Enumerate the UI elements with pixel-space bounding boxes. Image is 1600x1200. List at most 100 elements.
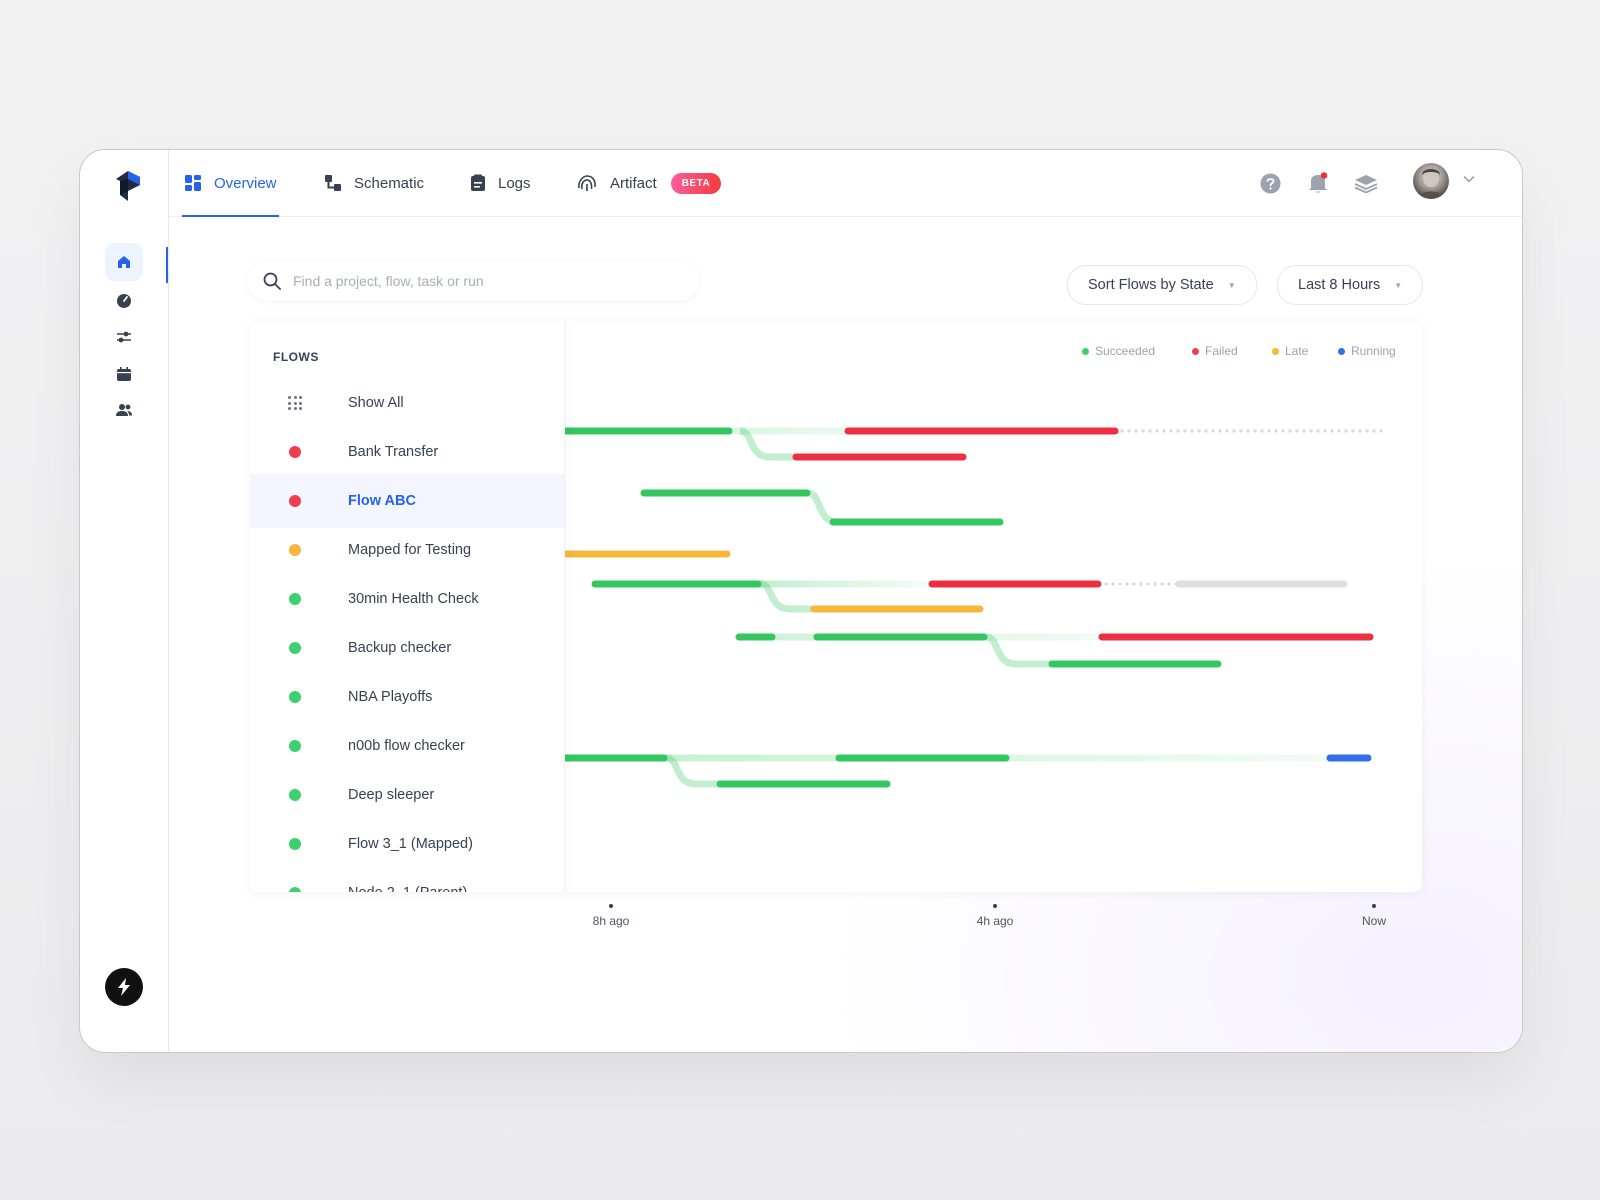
bell-icon — [1309, 172, 1328, 193]
help-button[interactable] — [1258, 171, 1282, 195]
flow-show-all[interactable]: Show All — [250, 376, 564, 430]
flow-label: NBA Playoffs — [348, 689, 433, 705]
flow-label: 30min Health Check — [348, 591, 479, 607]
schematic-icon — [325, 175, 341, 191]
rail-home[interactable] — [105, 243, 143, 281]
flow-state-dot — [289, 887, 301, 892]
legend-dot — [1082, 347, 1089, 355]
scheduled-dot — [1218, 429, 1222, 433]
flow-list-item[interactable]: n00b flow checker — [250, 719, 564, 773]
caret-down-icon: ▼ — [1394, 280, 1403, 290]
flow-state-dot — [289, 593, 301, 605]
scheduled-dot — [1118, 582, 1122, 586]
flows-heading: FLOWS — [273, 350, 319, 364]
scheduled-dot — [1153, 582, 1157, 586]
search-icon — [263, 272, 281, 290]
dashboard-icon — [185, 175, 201, 191]
flow-label: Bank Transfer — [348, 444, 439, 460]
flow-list-item[interactable]: Backup checker — [250, 621, 564, 675]
logs-icon — [471, 174, 485, 191]
search-input[interactable] — [291, 272, 685, 290]
flow-list-item[interactable]: NBA Playoffs — [250, 670, 564, 724]
scheduled-dot — [1162, 429, 1166, 433]
legend-label: Succeeded — [1095, 344, 1156, 358]
sort-dropdown[interactable]: Sort Flows by State ▼ — [1067, 265, 1257, 305]
scheduled-dot — [1365, 429, 1369, 433]
scheduled-dot — [1323, 429, 1327, 433]
tab-artifact[interactable]: Artifact BETA — [576, 150, 722, 216]
legend-label: Failed — [1205, 344, 1238, 358]
scheduled-dot — [1225, 429, 1229, 433]
tab-logs[interactable]: Logs — [470, 150, 531, 216]
scheduled-dot — [1211, 429, 1215, 433]
flow-label: Mapped for Testing — [348, 542, 472, 558]
grid-dots-icon — [288, 396, 302, 410]
scheduled-dot — [1120, 429, 1124, 433]
scheduled-dot — [1146, 582, 1150, 586]
rail-calendar[interactable] — [105, 355, 143, 393]
legend-dot — [1272, 347, 1279, 355]
flow-list-item[interactable]: Bank Transfer — [250, 425, 564, 479]
legend-dot — [1338, 347, 1345, 355]
scheduled-dot — [1160, 582, 1164, 586]
rail-dashboard[interactable] — [105, 281, 143, 319]
prefect-logo[interactable] — [116, 171, 140, 201]
scheduled-dot — [1104, 582, 1108, 586]
scheduled-dot — [1337, 429, 1341, 433]
scheduled-dot — [1316, 429, 1320, 433]
side-rail — [80, 150, 169, 1052]
flow-list-item[interactable]: Flow 3_1 (Mapped) — [250, 817, 564, 871]
bolt-logo-icon — [118, 978, 130, 996]
flow-list-item[interactable]: Mapped for Testing — [250, 523, 564, 577]
legend-late: Late — [1272, 344, 1308, 358]
time-range-label: Last 8 Hours — [1298, 277, 1381, 293]
scheduled-dot — [1239, 429, 1243, 433]
scheduled-dot — [1183, 429, 1187, 433]
rail-settings[interactable] — [105, 318, 143, 356]
flow-list-item[interactable]: 30min Health Check — [250, 572, 564, 626]
flow-label: Backup checker — [348, 640, 452, 656]
tab-overview[interactable]: Overview — [182, 150, 279, 217]
flow-list-item[interactable]: Deep sleeper — [250, 768, 564, 822]
run-branch — [985, 633, 1052, 668]
scheduled-dot — [1148, 429, 1152, 433]
flow-state-dot — [289, 838, 301, 850]
scheduled-dot — [1169, 429, 1173, 433]
flow-state-dot — [289, 740, 301, 752]
flow-list-item[interactable]: Flow ABC — [250, 474, 564, 528]
legend-dot — [1192, 347, 1199, 355]
flow-label: Deep sleeper — [348, 787, 435, 803]
time-range-dropdown[interactable]: Last 8 Hours ▼ — [1277, 265, 1424, 305]
tab-schematic[interactable]: Schematic — [324, 150, 424, 216]
scheduled-dot — [1358, 429, 1362, 433]
user-avatar[interactable] — [1413, 163, 1449, 199]
notifications-button[interactable] — [1306, 171, 1330, 195]
flow-label: Show All — [348, 395, 404, 411]
scheduled-dot — [1232, 429, 1236, 433]
tab-artifact-label: Artifact — [610, 174, 657, 192]
scheduled-dot — [1309, 429, 1313, 433]
scheduled-dot — [1139, 582, 1143, 586]
scheduled-dot — [1372, 429, 1376, 433]
scheduled-dot — [1111, 582, 1115, 586]
scheduled-dot — [1330, 429, 1334, 433]
layers-button[interactable] — [1354, 171, 1378, 195]
flow-label: n00b flow checker — [348, 738, 465, 754]
scheduled-dot — [1379, 429, 1383, 433]
sliders-icon — [117, 331, 131, 343]
scheduled-dot — [1295, 429, 1299, 433]
chevron-down-icon[interactable] — [1462, 172, 1476, 186]
scheduled-dot — [1288, 429, 1292, 433]
scheduled-dot — [1204, 429, 1208, 433]
scheduled-dot — [1274, 429, 1278, 433]
flow-list-item[interactable]: Node 2_1 (Parent) — [250, 866, 564, 892]
profile-launcher-button[interactable] — [105, 968, 143, 1006]
legend-label: Running — [1351, 344, 1396, 358]
tab-logs-label: Logs — [498, 174, 531, 192]
time-tick-label: 8h ago — [571, 904, 651, 928]
search-bar[interactable] — [247, 261, 699, 301]
flow-label: Node 2_1 (Parent) — [348, 885, 467, 892]
scheduled-dot — [1253, 429, 1257, 433]
flow-state-dot — [289, 642, 301, 654]
rail-team[interactable] — [105, 391, 143, 429]
